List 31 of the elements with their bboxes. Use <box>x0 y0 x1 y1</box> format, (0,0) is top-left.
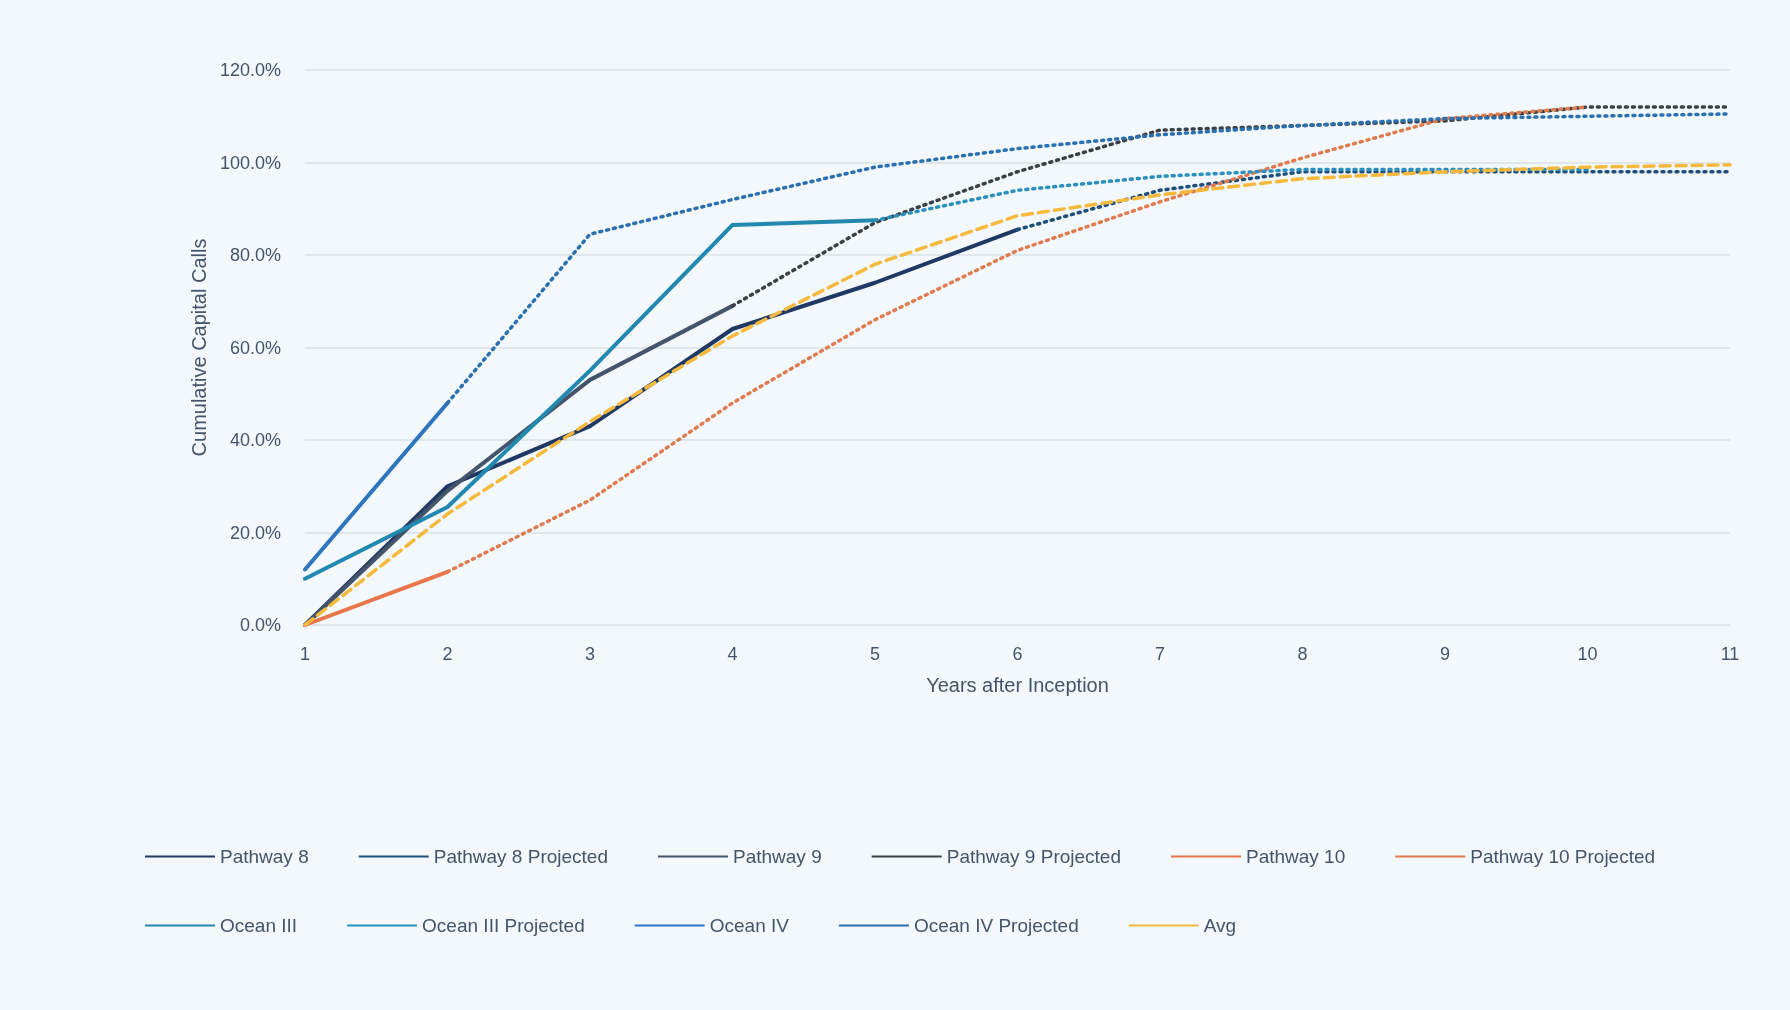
y-tick-label: 60.0% <box>229 337 281 358</box>
x-tick-label: 8 <box>1297 644 1308 664</box>
x-tick-label: 5 <box>869 644 881 664</box>
x-tick-label: 11 <box>1720 644 1740 664</box>
legend-label: Ocean III <box>220 915 298 936</box>
legend-label: Pathway 8 <box>220 846 309 867</box>
y-tick-label: 80.0% <box>229 245 281 265</box>
y-tick-label: 20.0% <box>229 522 281 543</box>
legend-label: Ocean III Projected <box>422 915 585 936</box>
legend-label: Pathway 9 Projected <box>946 846 1121 867</box>
x-tick-label: 3 <box>584 644 596 664</box>
x-tick-label: 4 <box>727 644 738 664</box>
legend-label: Pathway 8 Projected <box>433 846 608 867</box>
legend-label: Pathway 10 Projected <box>1470 846 1656 867</box>
x-tick-label: 6 <box>1012 644 1023 664</box>
legend-label: Ocean IV <box>709 915 790 936</box>
x-tick-label: 9 <box>1439 644 1451 664</box>
y-axis-title: Cumulative Capital Calls <box>188 238 211 457</box>
x-tick-label: 7 <box>1154 644 1166 664</box>
legend-label: Ocean IV Projected <box>913 915 1079 936</box>
legend-label: Avg <box>1203 915 1237 936</box>
y-tick-label: 120.0% <box>219 60 281 80</box>
y-tick-label: 0.0% <box>239 615 281 635</box>
x-tick-label: 2 <box>442 644 453 664</box>
x-tick-label: 10 <box>1577 644 1598 664</box>
legend-label: Pathway 10 <box>1245 846 1346 867</box>
y-tick-label: 40.0% <box>229 430 281 450</box>
y-tick-label: 100.0% <box>219 152 281 173</box>
legend-label: Pathway 9 <box>732 846 822 867</box>
x-axis-title: Years after Inception <box>926 674 1109 696</box>
x-tick-label: 1 <box>299 644 311 664</box>
